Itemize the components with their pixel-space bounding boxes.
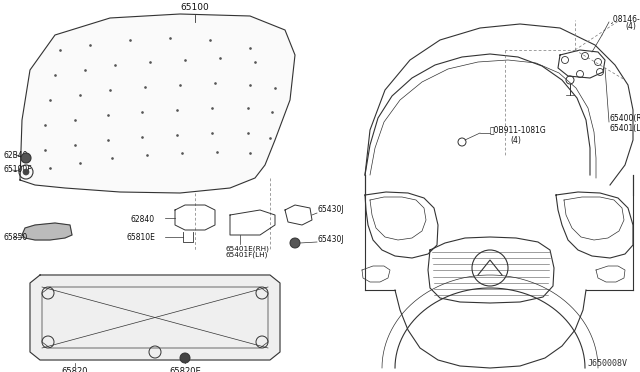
- Text: 65850: 65850: [4, 232, 28, 241]
- Text: 65401E(RH): 65401E(RH): [225, 245, 269, 251]
- Circle shape: [21, 153, 31, 163]
- Circle shape: [180, 353, 190, 363]
- Text: ¸08146-B161G: ¸08146-B161G: [610, 14, 640, 23]
- Circle shape: [290, 238, 300, 248]
- Polygon shape: [20, 14, 295, 193]
- Text: 65430J: 65430J: [318, 205, 344, 215]
- Text: 65401(LH): 65401(LH): [610, 124, 640, 132]
- Text: 65400(RH): 65400(RH): [610, 113, 640, 122]
- Text: 65100: 65100: [180, 3, 209, 12]
- Text: (4): (4): [625, 22, 636, 31]
- Text: 62B40: 62B40: [4, 151, 29, 160]
- Text: 65820E: 65820E: [169, 367, 201, 372]
- Circle shape: [23, 169, 29, 175]
- Text: 65401F(LH): 65401F(LH): [225, 252, 268, 259]
- Text: 65100F: 65100F: [4, 166, 33, 174]
- Text: (4): (4): [510, 135, 521, 144]
- Text: ⑀0B911-1081G: ⑀0B911-1081G: [490, 125, 547, 135]
- Polygon shape: [30, 275, 280, 360]
- Text: 65820: 65820: [61, 367, 88, 372]
- Polygon shape: [22, 223, 72, 240]
- Text: 65430J: 65430J: [318, 235, 344, 244]
- Text: 65810E: 65810E: [126, 232, 155, 241]
- Text: J650008V: J650008V: [588, 359, 628, 368]
- Text: 62840: 62840: [131, 215, 155, 224]
